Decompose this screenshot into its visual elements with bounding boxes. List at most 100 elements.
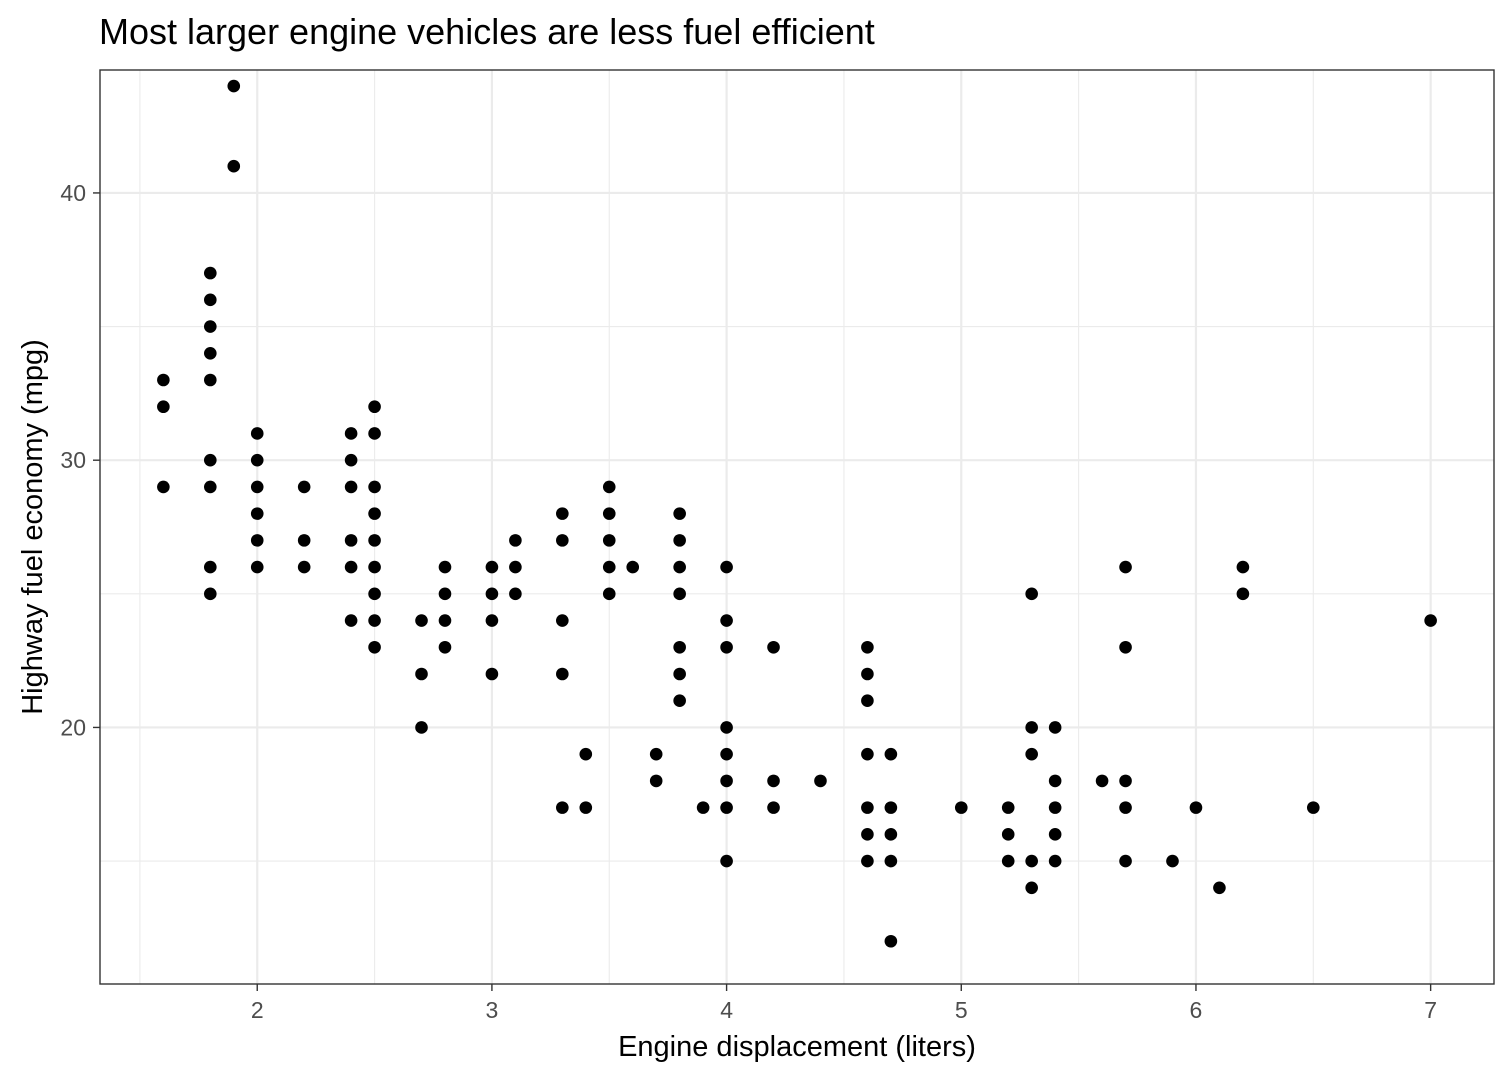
data-point [1048, 721, 1062, 734]
data-point [673, 640, 686, 654]
data-point [227, 159, 241, 173]
data-point [720, 721, 733, 734]
data-point [649, 774, 663, 788]
data-point [602, 560, 616, 574]
data-point [344, 614, 358, 627]
data-point [1048, 854, 1062, 868]
data-point [509, 587, 522, 601]
data-point [884, 747, 898, 761]
data-point [415, 721, 428, 734]
data-point [556, 534, 569, 547]
data-point [250, 507, 264, 520]
data-point [626, 560, 640, 574]
data-point [203, 373, 217, 387]
data-point [556, 801, 569, 814]
data-point [368, 400, 381, 414]
data-point [297, 480, 311, 494]
gridlines [100, 70, 1494, 984]
panel-border [99, 69, 1495, 985]
data-point [861, 747, 874, 761]
data-point [720, 801, 733, 814]
x-tick-label: 3 [486, 997, 499, 1023]
data-point [1424, 614, 1437, 627]
data-point [203, 587, 217, 601]
data-point [884, 801, 898, 814]
data-point [602, 534, 616, 547]
data-point [579, 801, 593, 814]
data-point [368, 534, 381, 547]
data-point [344, 453, 358, 467]
data-point [602, 480, 616, 494]
data-point [1236, 587, 1250, 601]
data-point [673, 507, 686, 520]
x-tick-label: 7 [1424, 997, 1437, 1023]
data-point [1119, 801, 1132, 814]
data-point [250, 480, 264, 494]
data-point [227, 79, 241, 93]
data-point [767, 640, 780, 654]
data-point [1189, 801, 1203, 814]
y-tick-label: 40 [60, 180, 86, 206]
data-point [673, 560, 686, 574]
data-point [438, 614, 452, 627]
data-point [673, 587, 686, 601]
data-point [579, 747, 593, 761]
x-axis-title: Engine displacement (liters) [618, 1031, 976, 1063]
data-point [649, 747, 663, 761]
data-point [861, 667, 874, 681]
data-point [720, 640, 733, 654]
axes: 2 3 4 5 6 7 20 30 40 [60, 180, 1437, 1023]
data-point [485, 614, 499, 627]
data-point [368, 640, 381, 654]
data-point [1025, 881, 1038, 895]
data-points [157, 79, 1437, 948]
data-point [485, 560, 499, 574]
data-point [1001, 854, 1015, 868]
data-point [368, 480, 381, 494]
data-point [344, 480, 358, 494]
data-point [556, 614, 569, 627]
data-point [602, 507, 616, 520]
data-point [1095, 774, 1109, 788]
chart-title: Most larger engine vehicles are less fue… [99, 11, 875, 52]
data-point [814, 774, 827, 788]
data-point [1166, 854, 1179, 868]
data-point [556, 507, 569, 520]
data-point [368, 587, 381, 601]
data-point [884, 854, 898, 868]
data-point [720, 774, 733, 788]
data-point [720, 614, 733, 627]
data-point [1119, 560, 1132, 574]
data-point [297, 534, 311, 547]
data-point [1048, 774, 1062, 788]
x-tick-label: 5 [955, 997, 968, 1023]
data-point [720, 747, 733, 761]
data-point [767, 774, 780, 788]
data-point [1213, 881, 1226, 895]
data-point [438, 587, 452, 601]
data-point [203, 293, 217, 307]
data-point [673, 534, 686, 547]
data-point [438, 640, 452, 654]
data-point [250, 453, 264, 467]
data-point [344, 560, 358, 574]
data-point [250, 534, 264, 547]
data-point [368, 507, 381, 520]
data-point [1001, 801, 1015, 814]
data-point [368, 614, 381, 627]
y-tick-label: 20 [60, 714, 86, 740]
data-point [1306, 801, 1320, 814]
data-point [1001, 828, 1015, 841]
data-point [861, 801, 874, 814]
data-point [1048, 828, 1062, 841]
data-point [368, 427, 381, 440]
x-tick-label: 4 [720, 997, 733, 1023]
x-tick-label: 6 [1190, 997, 1203, 1023]
data-point [673, 667, 686, 681]
data-point [767, 801, 780, 814]
data-point [720, 854, 733, 868]
data-point [415, 667, 428, 681]
data-point [954, 801, 968, 814]
